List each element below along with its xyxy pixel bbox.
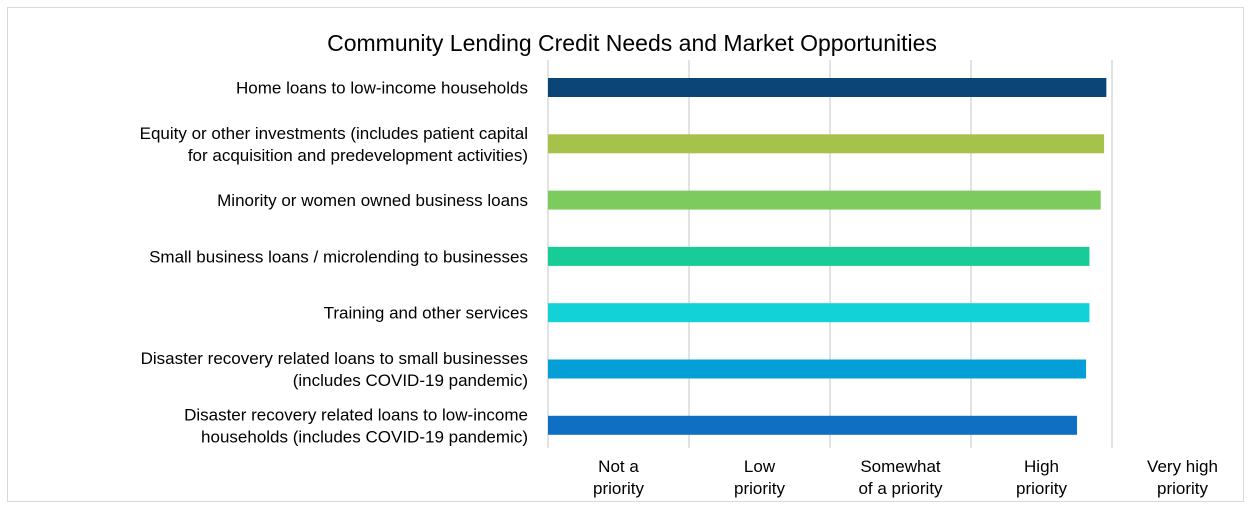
x-tick-label: High <box>1024 457 1059 476</box>
category-label: households (includes COVID-19 pandemic) <box>201 427 528 446</box>
category-label: Training and other services <box>324 304 528 323</box>
x-tick-label: priority <box>593 479 645 498</box>
category-label: for acquisition and predevelopment activ… <box>188 146 528 165</box>
x-tick-label: Somewhat <box>860 457 941 476</box>
x-tick-label: of a priority <box>858 479 943 498</box>
bar <box>548 190 1101 210</box>
category-label: (includes COVID-19 pandemic) <box>293 371 528 390</box>
bar <box>548 246 1090 266</box>
x-tick-label: Not a <box>598 457 639 476</box>
x-tick-labels: Not a priority Low priority Somewhat of a pri… <box>593 457 1218 498</box>
category-label: Equity or other investments (includes pa… <box>140 124 528 143</box>
chart-title: Community Lending Credit Needs and Marke… <box>327 30 937 56</box>
category-labels: Home loans to low-income households Equit… <box>140 79 528 447</box>
bar <box>548 303 1090 323</box>
bar <box>548 359 1087 379</box>
category-label: Home loans to low-income households <box>236 79 528 98</box>
category-label: Disaster recovery related loans to small… <box>141 349 528 368</box>
bar <box>548 134 1105 154</box>
category-label: Disaster recovery related loans to low-i… <box>184 405 528 424</box>
x-tick-label: priority <box>734 479 786 498</box>
bar <box>548 78 1107 97</box>
category-label: Minority or women owned business loans <box>217 191 528 210</box>
x-tick-label: priority <box>1157 479 1209 498</box>
x-tick-label: Very high <box>1147 457 1218 476</box>
x-tick-label: priority <box>1016 479 1068 498</box>
x-tick-label: Low <box>744 457 776 476</box>
bars <box>548 78 1107 435</box>
category-label: Small business loans / microlending to b… <box>149 247 528 266</box>
bar <box>548 415 1078 435</box>
